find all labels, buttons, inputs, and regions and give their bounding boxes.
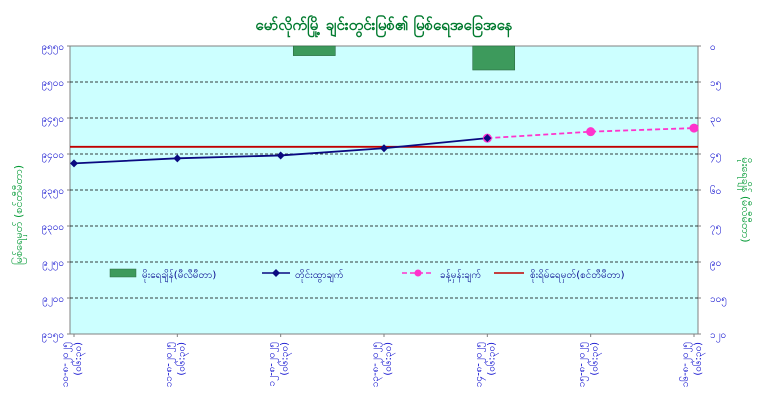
right-tick-label: ၁၀၅ <box>710 294 727 307</box>
rain-bar <box>292 45 336 56</box>
left-tick-label: ၉၅၅၀ <box>42 42 65 55</box>
chart-title: မော်လိုက်မြို့ ချင်းတွင်းမြစ်၏ မြစ်ရေအခြ… <box>255 14 512 38</box>
series-points <box>70 123 699 168</box>
x-tick-date: ၁၅-၈-၂၀၂၅ <box>577 342 590 387</box>
x-tick-group: ၁၅-၈-၂၀၂၅ (၀၆:၃၀) <box>577 342 603 387</box>
x-tick-date: ၁၂-၈-၂၀၂၅ <box>267 342 280 387</box>
x-tick-group: ၁၁-၈-၂၀၂၅ (၀၆:၃၀) <box>163 342 189 387</box>
right-tick-label: ၀ <box>710 42 716 53</box>
measured-point <box>173 154 182 163</box>
right-tick-label: ၆၀ <box>710 184 721 197</box>
right-tick-label: ၁၅ <box>710 78 721 91</box>
legend-measured-label: တိုင်းထွာချက် <box>295 268 344 283</box>
measured-point <box>70 159 78 168</box>
x-tick-date: ၁၀-၈-၂၀၂၅ <box>60 342 73 387</box>
x-tick-time: (၀၆:၃၀) <box>691 342 706 376</box>
forecast-line <box>487 127 695 140</box>
left-tick-label: ၉၄၀၀ <box>42 150 65 163</box>
right-axis-title: မိုးရေချိန် (မီလီမီတာ) <box>737 157 752 242</box>
legend-rain-label: မိုးရေချိန်(မီလီမီတာ) <box>142 268 216 283</box>
left-tick-label: ၉၃၀၀ <box>42 222 65 235</box>
x-tick-time: (၀၆:၃၀) <box>174 342 189 376</box>
x-tick-date: ၁၁-၈-၂၀၂၅ <box>163 342 176 387</box>
legend-rain-swatch <box>109 268 137 278</box>
plot-area <box>69 45 699 335</box>
x-tick-time: (၀၆:၃၀) <box>278 342 293 376</box>
left-tick-label: ၉၁၅၀ <box>42 330 65 343</box>
right-tick-label: ၁၂၀ <box>710 330 726 343</box>
measured-point <box>483 134 492 143</box>
x-tick-time: (၀၆:၃၀) <box>484 342 499 376</box>
x-axis-ticks: ၁၀-၈-၂၀၂၅ (၀၆:၃၀) ၁၁-၈-၂၀၂၅ (၀၆:၃၀) ၁၂-၈-၂၀၂… <box>60 334 706 387</box>
x-tick-group: ၁၃-၈-၂၀၂၅ (၀၆:၃၀) <box>370 342 396 387</box>
x-tick-time: (၀၆:၃၀) <box>381 342 396 376</box>
forecast-point <box>586 127 596 137</box>
x-tick-date: ၁၆-၈-၂၀၂၅ <box>678 342 693 387</box>
x-tick-group: ၁၆-၈-၂၀၂၅ (၀၆:၃၀) <box>678 342 706 387</box>
legend-forecast-label: ခန့်မှန်းချက် <box>440 268 481 283</box>
left-tick-label: ၉၄၅၀ <box>42 114 65 127</box>
x-tick-group: ၁၄-၈-၂၀၂၅ (၀၆:၃၀) <box>473 342 499 387</box>
legend-measured-marker <box>272 269 280 277</box>
left-tick-label: ၉၅၀၀ <box>42 78 65 91</box>
left-axis-ticks: ၉၁၅၀ ၉၂၀၀ ၉၂၅၀ ၉၃၀၀ ၉၃၅၀ ၉၄၀၀ ၉၄၅၀ ၉၅၀၀ ၉၅၅၀ <box>42 42 70 343</box>
right-tick-label: ၇၅ <box>710 222 721 235</box>
left-tick-label: ၉၂၅၀ <box>42 258 64 271</box>
right-tick-label: ၉၀ <box>710 258 721 271</box>
x-tick-date: ၁၄-၈-၂၀၂၅ <box>473 342 486 387</box>
legend-warning-label: စိုးရိမ်ရေမှတ်(စင်တီမီတာ) <box>530 268 625 283</box>
x-tick-group: ၁၂-၈-၂၀၂၅ (၀၆:၃၀) <box>267 342 293 387</box>
left-tick-label: ၉၂၀၀ <box>42 294 64 307</box>
x-tick-time: (၀၆:၃၀) <box>588 342 603 376</box>
measured-point <box>276 151 285 160</box>
legend: မိုးရေချိန်(မီလီမီတာ) တိုင်းထွာချက် ခန့်… <box>109 268 625 283</box>
x-tick-time: (၀၆:၃၀) <box>71 342 86 376</box>
rain-bar <box>472 45 516 71</box>
right-tick-label: ၃၀ <box>710 114 721 127</box>
left-tick-label: ၉၃၅၀ <box>42 186 65 199</box>
forecast-point <box>689 123 699 133</box>
x-tick-date: ၁၃-၈-၂၀၂၅ <box>370 342 383 387</box>
rainfall-bars <box>292 45 516 71</box>
legend-forecast-marker <box>414 269 422 277</box>
left-axis-title: မြစ်ရေမှတ် (စင်တီမီတာ) <box>11 165 27 265</box>
measured-point <box>380 144 388 153</box>
x-tick-group: ၁၀-၈-၂၀၂၅ (၀၆:၃၀) <box>60 342 86 387</box>
right-tick-label: ၄၅ <box>710 150 721 163</box>
